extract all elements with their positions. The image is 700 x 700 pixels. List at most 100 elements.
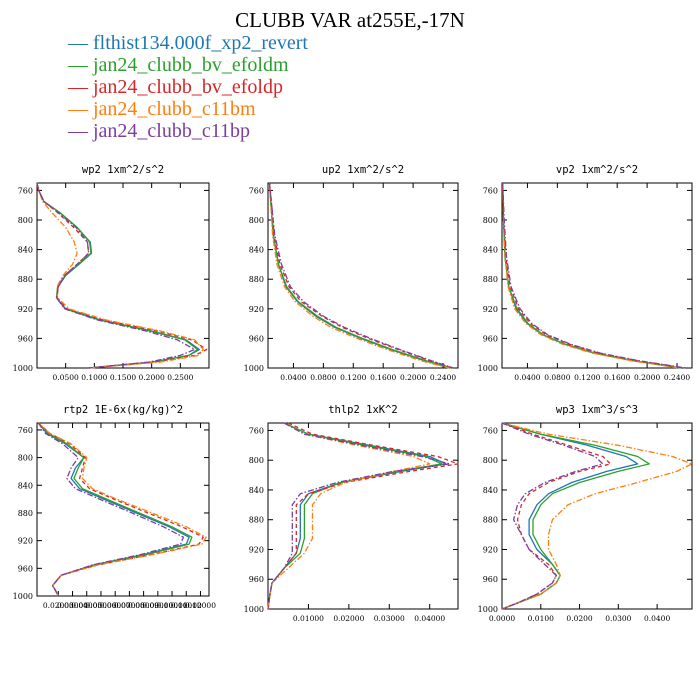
y-tick-label: 1000	[13, 592, 33, 601]
x-tick-label: 0.12000	[185, 601, 216, 610]
series-line	[36, 182, 204, 369]
x-tick-label: 0.1000	[81, 373, 107, 382]
legend-label: jan24_clubb_c11bm	[93, 98, 256, 120]
x-tick-label: 0.2400	[430, 373, 456, 382]
x-tick-label: 0.0000	[489, 614, 515, 623]
x-tick-label: 0.03000	[374, 614, 405, 623]
y-tick-label: 1000	[478, 605, 498, 614]
plot-frame	[267, 422, 459, 610]
series-line	[501, 422, 693, 610]
x-tick-label: 0.2500	[167, 373, 193, 382]
chart-panel: wp2 1xm^2/s^2 760 800 840 880 920 960 1000 0.050…	[13, 164, 210, 382]
series-line	[36, 182, 200, 369]
x-tick-label: 0.0400	[280, 373, 306, 382]
series-line	[267, 422, 447, 610]
x-tick-label: 0.2000	[139, 373, 165, 382]
x-tick-label: 0.1600	[370, 373, 396, 382]
y-tick-label: 920	[18, 537, 33, 546]
panel-title: rtp2 1E-6x(kg/kg)^2	[63, 404, 183, 416]
series-line	[502, 182, 682, 369]
chart-panel: thlp2 1xK^2 760 800 840 880 920 960 1000 0.01000…	[244, 404, 459, 623]
y-tick-label: 920	[249, 305, 264, 314]
legend-dash: —	[68, 98, 93, 120]
x-tick-label: 0.2400	[664, 373, 690, 382]
legend-dash: —	[68, 54, 93, 76]
x-tick-label: 0.1200	[340, 373, 366, 382]
y-tick-label: 760	[249, 186, 264, 195]
series-line	[37, 422, 185, 597]
series-line	[36, 182, 208, 369]
x-tick-label: 0.10000	[157, 601, 188, 610]
series-line	[36, 182, 199, 369]
series-line	[268, 182, 451, 369]
series-line	[502, 182, 685, 369]
x-tick-label: 0.1500	[110, 373, 136, 382]
panel-title: up2 1xm^2/s^2	[322, 164, 404, 176]
y-tick-label: 960	[18, 564, 33, 573]
x-tick-label: 0.0400	[514, 373, 540, 382]
y-tick-label: 880	[249, 516, 264, 525]
y-tick-label: 880	[18, 509, 33, 518]
series-line	[268, 182, 454, 369]
y-tick-label: 840	[18, 246, 33, 255]
x-tick-label: 0.0100	[528, 614, 554, 623]
y-tick-label: 760	[483, 426, 498, 435]
series-line	[502, 182, 679, 369]
series-line	[502, 182, 681, 369]
y-tick-label: 800	[18, 216, 33, 225]
y-tick-label: 960	[18, 334, 33, 343]
y-tick-label: 800	[483, 456, 498, 465]
plot-frame	[501, 182, 693, 369]
x-tick-label: 0.1200	[574, 373, 600, 382]
x-tick-label: 0.0800	[310, 373, 336, 382]
plot-frame	[36, 422, 210, 597]
legend-item: — jan24_clubb_c11bm	[68, 98, 308, 120]
x-tick-label: 0.01000	[293, 614, 324, 623]
panel-title: wp2 1xm^2/s^2	[82, 164, 164, 176]
y-tick-label: 1000	[478, 364, 498, 373]
plot-frame	[501, 422, 693, 610]
y-tick-label: 960	[483, 334, 498, 343]
legend-item: — jan24_clubb_bv_efoldm	[68, 54, 308, 76]
x-tick-label: 0.0800	[544, 373, 570, 382]
x-tick-label: 0.03000	[57, 601, 88, 610]
x-tick-label: 0.02000	[333, 614, 364, 623]
legend-dash: —	[68, 120, 93, 142]
series-line	[268, 182, 450, 369]
y-tick-label: 880	[483, 275, 498, 284]
series-line	[37, 422, 204, 597]
legend-item: — jan24_clubb_c11bp	[68, 120, 308, 142]
y-tick-label: 840	[483, 486, 498, 495]
y-tick-label: 960	[249, 334, 264, 343]
legend-item: — jan24_clubb_bv_efoldp	[68, 76, 308, 98]
x-tick-label: 0.2000	[634, 373, 660, 382]
x-tick-label: 0.04000	[414, 614, 445, 623]
series-line	[267, 422, 431, 610]
legend-label: flthist134.000f_xp2_revert	[93, 32, 308, 54]
chart-panel: rtp2 1E-6x(kg/kg)^2 760 800 840 880 920 960 100…	[13, 404, 217, 610]
x-tick-label: 0.04000	[71, 601, 102, 610]
series-line	[37, 422, 207, 597]
y-tick-label: 880	[249, 275, 264, 284]
y-tick-label: 760	[483, 186, 498, 195]
y-tick-label: 960	[249, 575, 264, 584]
y-tick-label: 880	[483, 516, 498, 525]
x-tick-label: 0.0200	[566, 614, 592, 623]
y-tick-label: 920	[483, 305, 498, 314]
panel-title: vp2 1xm^2/s^2	[556, 164, 638, 176]
series-line	[37, 422, 190, 597]
figure-title: CLUBB VAR at255E,-17N	[235, 8, 465, 32]
y-tick-label: 1000	[244, 605, 264, 614]
series-line	[501, 422, 604, 610]
series-line	[37, 422, 193, 597]
legend-item: — flthist134.000f_xp2_revert	[68, 32, 308, 54]
x-tick-label: 0.0400	[644, 614, 670, 623]
x-tick-label: 0.0500	[53, 373, 79, 382]
x-tick-label: 0.05000	[85, 601, 116, 610]
y-tick-label: 1000	[13, 364, 33, 373]
series-line	[501, 422, 650, 610]
y-tick-label: 920	[249, 545, 264, 554]
y-tick-label: 960	[483, 575, 498, 584]
panel-title: thlp2 1xK^2	[328, 404, 398, 416]
